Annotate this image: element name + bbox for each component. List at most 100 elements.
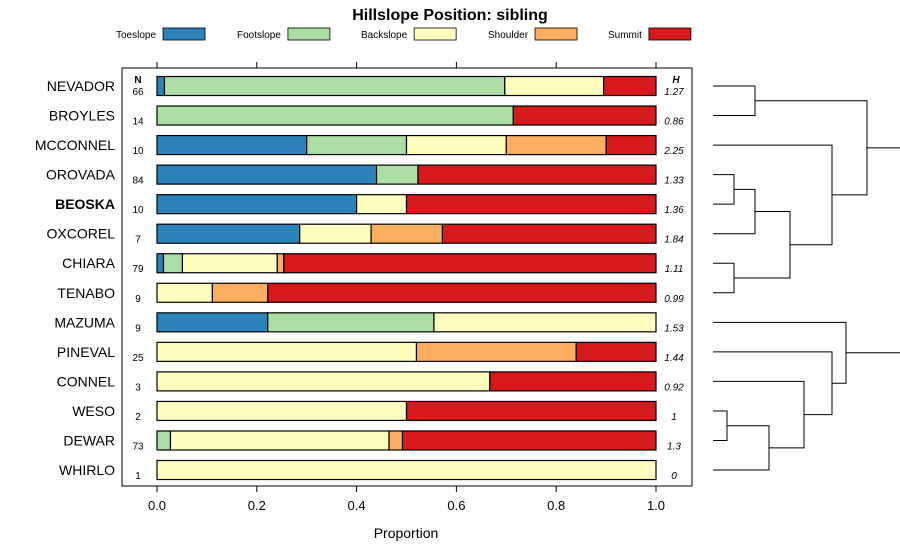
bar-segment-backslope <box>156 459 657 481</box>
bar-segment-backslope <box>156 282 213 303</box>
row-connel: CONNEL 3 0.92 <box>57 371 684 393</box>
bar-segment-shoulder <box>505 134 607 156</box>
bar-segment-footslope <box>267 312 435 333</box>
bar-segment-summit <box>283 253 657 274</box>
bar-segment-backslope <box>181 253 278 274</box>
bar-segment-footslope <box>375 164 419 185</box>
row-n: 10 <box>132 205 144 216</box>
row-h: 1.53 <box>664 323 684 334</box>
row-nevador: NEVADOR 66 1.27 <box>47 75 684 98</box>
bar-segment-toeslope <box>156 194 358 215</box>
row-chiara: CHIARA 79 1.11 <box>62 253 683 275</box>
bar-segment-summit <box>417 164 657 185</box>
row-weso: WESO 2 1 <box>72 400 677 423</box>
dendrogram-branch-5 <box>734 211 791 279</box>
legend-label-summit: Summit <box>608 30 642 41</box>
bar-segment-summit <box>441 223 657 244</box>
row-n: 2 <box>135 412 141 423</box>
bar-segment-backslope <box>356 194 408 215</box>
bar-segment-summit <box>267 282 657 303</box>
row-label: DEWAR <box>63 432 115 448</box>
bar-segment-shoulder <box>370 223 444 244</box>
legend-swatch-shoulder <box>534 27 578 41</box>
legend-label-shoulder: Shoulder <box>488 30 529 41</box>
h-header: H <box>672 75 680 86</box>
row-label: PINEVAL <box>57 344 115 360</box>
dendrogram-branch-6 <box>713 425 770 471</box>
row-label: WHIRLO <box>59 462 115 478</box>
row-h: 1.44 <box>664 353 684 364</box>
row-h: 0.92 <box>664 382 684 393</box>
bar-segment-backslope <box>156 371 491 392</box>
row-tenabo: TENABO 9 0.99 <box>57 282 684 305</box>
row-label: BEOSKA <box>55 196 115 212</box>
bar-segment-summit <box>405 400 657 422</box>
row-n: 9 <box>135 323 141 334</box>
row-label: CONNEL <box>57 373 116 389</box>
legend-swatch-footslope <box>287 27 331 41</box>
dendrogram-branch-12 <box>846 147 900 354</box>
row-h: 1.27 <box>664 87 684 98</box>
bar-segment-toeslope <box>156 312 269 333</box>
row-n: 79 <box>132 264 144 275</box>
plot-panel <box>121 67 693 487</box>
legend-swatch-toeslope <box>162 27 206 41</box>
row-h: 1.3 <box>667 441 681 452</box>
x-tick-label: 0.6 <box>447 498 465 513</box>
row-h: 0.99 <box>664 294 684 305</box>
bar-segment-footslope <box>306 134 408 156</box>
x-tick-label: 0.2 <box>248 498 266 513</box>
x-axis-title: Proportion <box>374 525 439 541</box>
legend-label-footslope: Footslope <box>237 30 281 41</box>
row-n: 14 <box>132 117 144 128</box>
bar-segment-backslope <box>169 430 390 451</box>
row-h: 1.36 <box>664 205 684 216</box>
bar-segment-summit <box>489 371 657 392</box>
row-label: WESO <box>72 403 115 419</box>
x-tick-label: 0.8 <box>547 498 565 513</box>
row-n: 3 <box>135 382 141 393</box>
bar-segment-shoulder <box>276 253 285 274</box>
row-n: 7 <box>135 235 141 246</box>
x-tick-label: 1.0 <box>647 498 665 513</box>
row-orovada: OROVADA 84 1.33 <box>46 164 684 187</box>
bar-segment-backslope <box>299 223 372 244</box>
row-n: 1 <box>135 471 141 482</box>
dendrogram-branch-1 <box>713 262 735 294</box>
row-label: NEVADOR <box>47 78 115 94</box>
row-n: 9 <box>135 294 141 305</box>
bar-segment-footslope <box>163 75 506 97</box>
bar-segment-summit <box>575 341 657 362</box>
row-h: 0.86 <box>664 117 684 128</box>
n-header: N <box>134 75 141 86</box>
row-label: OROVADA <box>46 167 116 183</box>
bar-segment-backslope <box>156 341 418 362</box>
row-n: 10 <box>132 146 144 157</box>
row-h: 1.84 <box>664 235 684 246</box>
row-h: 0 <box>671 471 677 482</box>
legend-label-toeslope: Toeslope <box>116 30 156 41</box>
row-mazuma: MAZUMA 9 1.53 <box>54 312 684 334</box>
bar-segment-footslope <box>156 105 514 126</box>
bar-segment-summit <box>603 75 657 97</box>
row-n: 25 <box>132 353 144 364</box>
legend-label-backslope: Backslope <box>361 30 408 41</box>
bar-segment-footslope <box>156 430 172 451</box>
bar-segment-shoulder <box>415 341 577 362</box>
bar-segment-summit <box>405 194 657 215</box>
dendrogram <box>713 85 900 471</box>
row-dewar: DEWAR 73 1.3 <box>63 430 681 452</box>
legend-swatch-backslope <box>413 27 457 41</box>
row-n: 66 <box>132 87 144 98</box>
row-h: 2.25 <box>663 146 684 157</box>
bar-segment-backslope <box>156 400 408 422</box>
dendrogram-branch-9 <box>755 100 868 196</box>
row-beoska: BEOSKA 10 1.36 <box>55 194 684 216</box>
bar-segment-footslope <box>162 253 184 274</box>
row-label: TENABO <box>57 285 115 301</box>
dendrogram-branch-10 <box>713 351 833 416</box>
row-label: BROYLES <box>49 108 115 124</box>
bar-segment-summit <box>512 105 657 126</box>
